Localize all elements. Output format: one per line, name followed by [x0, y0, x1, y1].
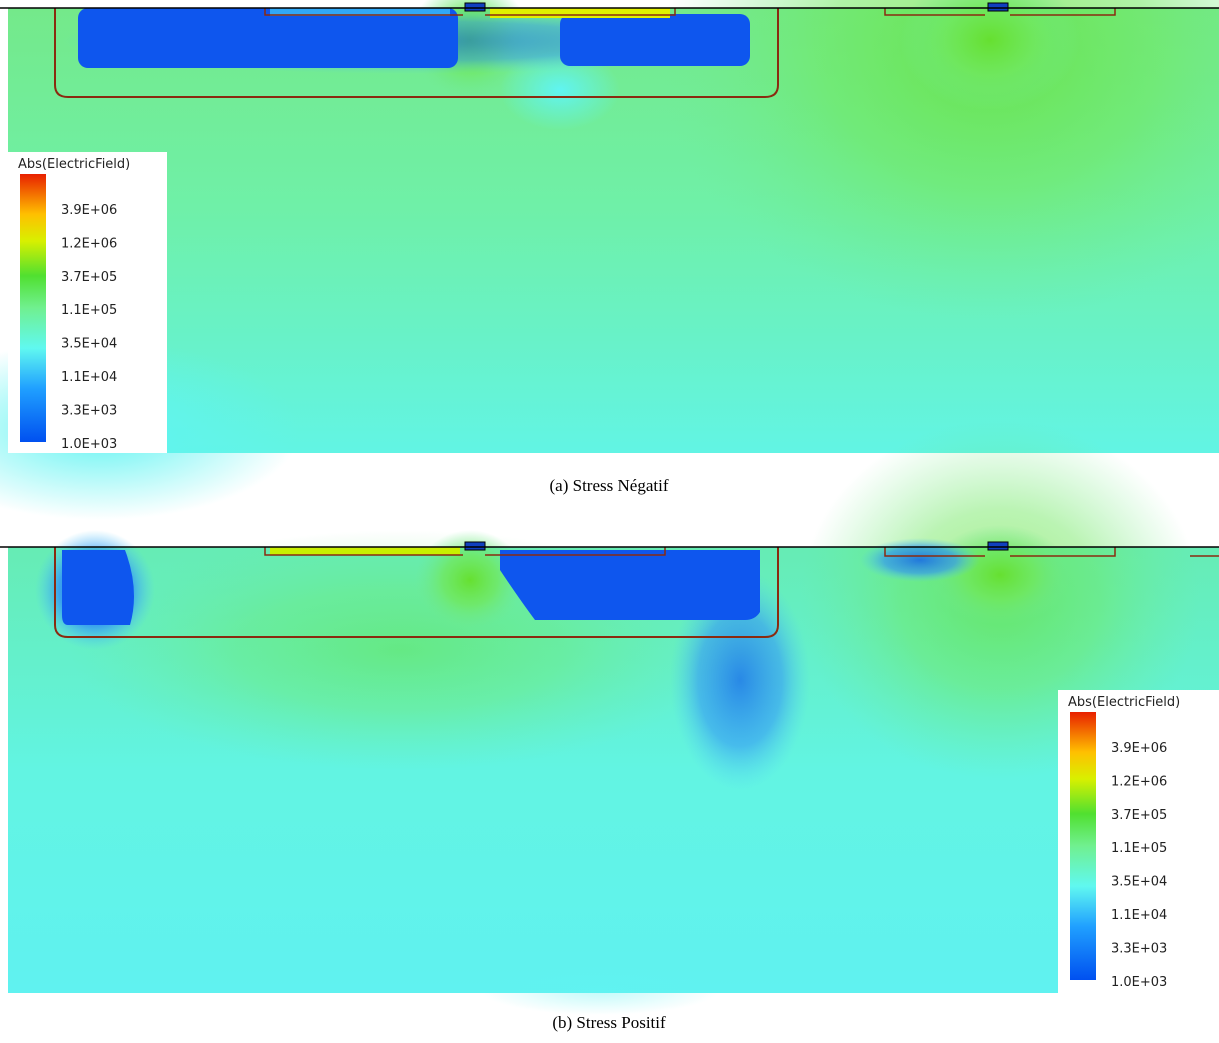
- legend-label: 3.9E+06: [1111, 741, 1167, 756]
- legend-label: 3.5E+04: [1111, 875, 1167, 890]
- legend-title: Abs(ElectricField): [1068, 695, 1180, 710]
- color-bar: [1070, 712, 1096, 980]
- legend-label: 3.5E+04: [61, 337, 117, 352]
- legend-label: 3.7E+05: [1111, 808, 1167, 823]
- legend-label: 1.1E+05: [61, 303, 117, 318]
- legend: Abs(ElectricField) 3.9E+06 1.2E+06 3.7E+05 1…: [1058, 690, 1219, 993]
- caption: (b) Stress Positif: [552, 1013, 666, 1032]
- legend: Abs(ElectricField) 3.9E+06 1.2E+06 3.7E+05 1…: [8, 152, 167, 453]
- legend-label: 3.3E+03: [1111, 941, 1167, 956]
- legend-title: Abs(ElectricField): [18, 157, 130, 172]
- legend-label: 1.0E+03: [1111, 975, 1167, 990]
- legend-label: 3.7E+05: [61, 270, 117, 285]
- legend-label: 1.1E+04: [1111, 908, 1167, 923]
- legend-label: 3.9E+06: [61, 203, 117, 218]
- caption: (a) Stress Négatif: [550, 476, 669, 495]
- legend-label: 1.1E+04: [61, 370, 117, 385]
- legend-label: 3.3E+03: [61, 403, 117, 418]
- legend-label: 1.1E+05: [1111, 841, 1167, 856]
- field-map-b: [0, 420, 1219, 1015]
- color-bar: [20, 174, 46, 442]
- legend-label: 1.0E+03: [61, 437, 117, 452]
- legend-label: 1.2E+06: [61, 236, 117, 251]
- legend-label: 1.2E+06: [1111, 774, 1167, 789]
